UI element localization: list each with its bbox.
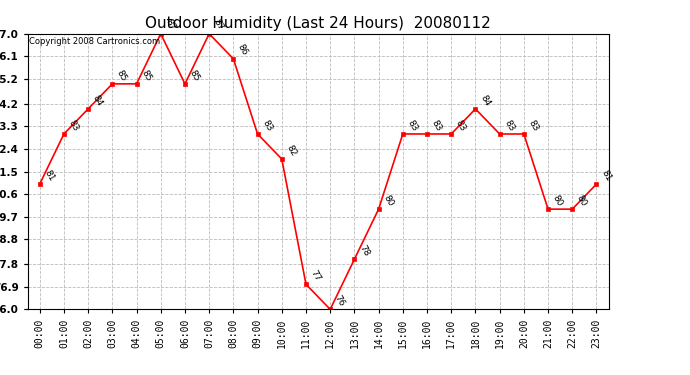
Text: 83: 83 [67, 118, 80, 133]
Text: Copyright 2008 Cartronics.com: Copyright 2008 Cartronics.com [29, 36, 160, 45]
Text: 81: 81 [43, 168, 56, 183]
Text: 85: 85 [115, 68, 128, 82]
Text: 82: 82 [284, 143, 298, 158]
Text: 87: 87 [164, 18, 177, 32]
Text: 83: 83 [454, 118, 468, 133]
Text: 81: 81 [599, 168, 613, 183]
Text: 78: 78 [357, 243, 371, 258]
Text: 77: 77 [308, 268, 322, 283]
Text: 83: 83 [406, 118, 419, 133]
Text: 84: 84 [91, 93, 104, 108]
Text: 76: 76 [333, 294, 346, 308]
Text: 80: 80 [382, 193, 395, 208]
Text: 87: 87 [212, 18, 226, 32]
Text: 83: 83 [430, 118, 444, 133]
Text: 83: 83 [502, 118, 516, 133]
Text: 80: 80 [575, 193, 589, 208]
Text: 86: 86 [236, 43, 250, 57]
Text: 80: 80 [551, 193, 564, 208]
Text: 83: 83 [526, 118, 540, 133]
Text: 83: 83 [260, 118, 274, 133]
Text: 84: 84 [478, 93, 492, 108]
Text: 85: 85 [188, 68, 201, 82]
Title: Outdoor Humidity (Last 24 Hours)  20080112: Outdoor Humidity (Last 24 Hours) 2008011… [145, 16, 491, 31]
Text: 85: 85 [139, 68, 153, 82]
